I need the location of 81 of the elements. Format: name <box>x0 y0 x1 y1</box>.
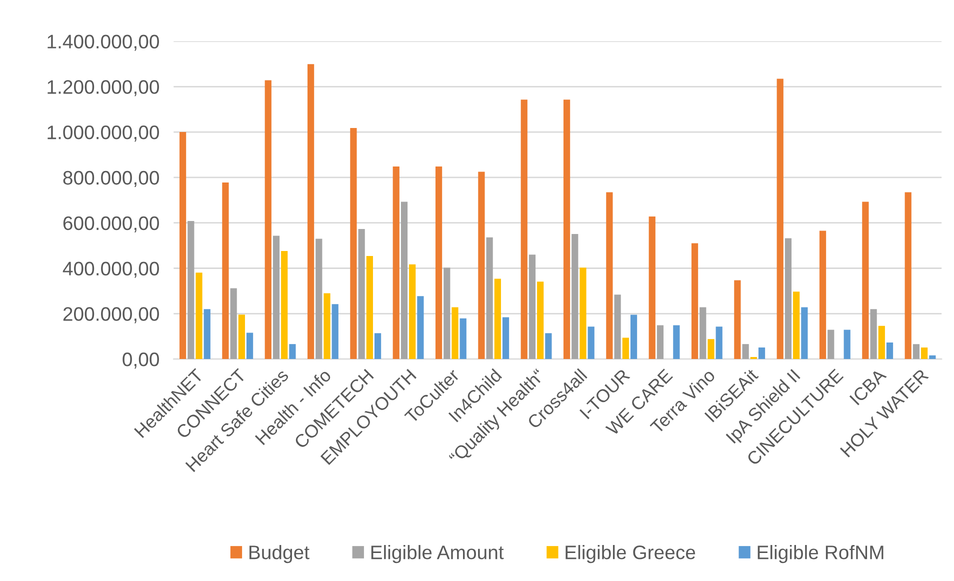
bar <box>606 192 613 360</box>
bar <box>870 309 877 360</box>
bar <box>238 314 245 360</box>
bar <box>742 344 749 360</box>
bar <box>673 325 680 360</box>
legend-label: Eligible RofNM <box>758 544 884 564</box>
bar <box>656 325 664 360</box>
bar <box>188 221 194 360</box>
bar <box>691 243 698 360</box>
bar <box>494 278 501 360</box>
bar <box>324 293 330 360</box>
y-tick-label: 0,00 <box>122 352 159 369</box>
bar <box>801 307 808 360</box>
bar <box>307 64 314 360</box>
bar <box>435 166 442 360</box>
bar <box>392 166 400 360</box>
bar <box>563 100 570 360</box>
legend-label: Eligible Greece <box>566 544 696 564</box>
bar <box>700 307 706 360</box>
bar <box>528 254 536 360</box>
legend-label: Budget <box>249 544 310 564</box>
legend-label: Eligible Amount <box>371 544 504 564</box>
bar <box>716 326 722 360</box>
bar <box>502 317 510 360</box>
bar <box>886 342 894 360</box>
bar <box>452 307 458 360</box>
bar <box>921 347 928 360</box>
bar <box>545 333 552 360</box>
bar <box>222 182 229 360</box>
bar <box>828 330 834 360</box>
bar <box>580 268 586 360</box>
y-tick-label: 1.400.000,00 <box>48 34 159 51</box>
bar <box>281 251 288 360</box>
bar <box>246 332 254 360</box>
bar <box>316 238 322 360</box>
bar <box>204 309 210 360</box>
bar <box>332 304 338 360</box>
y-tick-label: 400.000,00 <box>62 262 159 278</box>
bar <box>572 234 578 360</box>
bar <box>179 132 186 360</box>
bar <box>366 256 373 360</box>
bar <box>776 78 784 360</box>
bar <box>417 296 424 360</box>
bar <box>478 172 485 360</box>
bar <box>400 202 408 360</box>
bar <box>196 272 202 360</box>
y-tick-label: 1.200.000,00 <box>48 80 159 96</box>
bar <box>758 347 766 360</box>
bar <box>793 292 800 360</box>
bar <box>444 268 450 360</box>
bar <box>784 238 792 360</box>
bar <box>374 333 382 360</box>
bar <box>230 288 237 360</box>
bar <box>630 314 638 360</box>
bar <box>358 228 365 360</box>
bar <box>904 192 912 360</box>
bar <box>409 264 416 360</box>
bar <box>708 339 714 360</box>
bar <box>272 236 280 360</box>
bar <box>520 100 528 360</box>
bar <box>588 326 594 360</box>
y-tick-label: 1.000.000,00 <box>48 126 159 142</box>
bar <box>622 338 629 360</box>
bar <box>289 344 296 360</box>
bar <box>614 294 621 360</box>
y-tick-label: 200.000,00 <box>63 307 159 324</box>
bar <box>819 230 826 360</box>
y-tick-label: 600.000,00 <box>63 216 159 232</box>
bar <box>912 344 920 360</box>
bar <box>460 318 466 360</box>
y-tick-label: 800.000,00 <box>63 170 159 187</box>
bar <box>537 282 544 360</box>
bar <box>264 80 272 360</box>
bar <box>844 330 850 360</box>
bar <box>648 216 656 360</box>
bar <box>878 326 885 360</box>
bar <box>734 280 741 360</box>
bar <box>486 237 493 360</box>
bar <box>350 128 357 360</box>
bar <box>929 355 936 360</box>
bar <box>862 202 869 360</box>
